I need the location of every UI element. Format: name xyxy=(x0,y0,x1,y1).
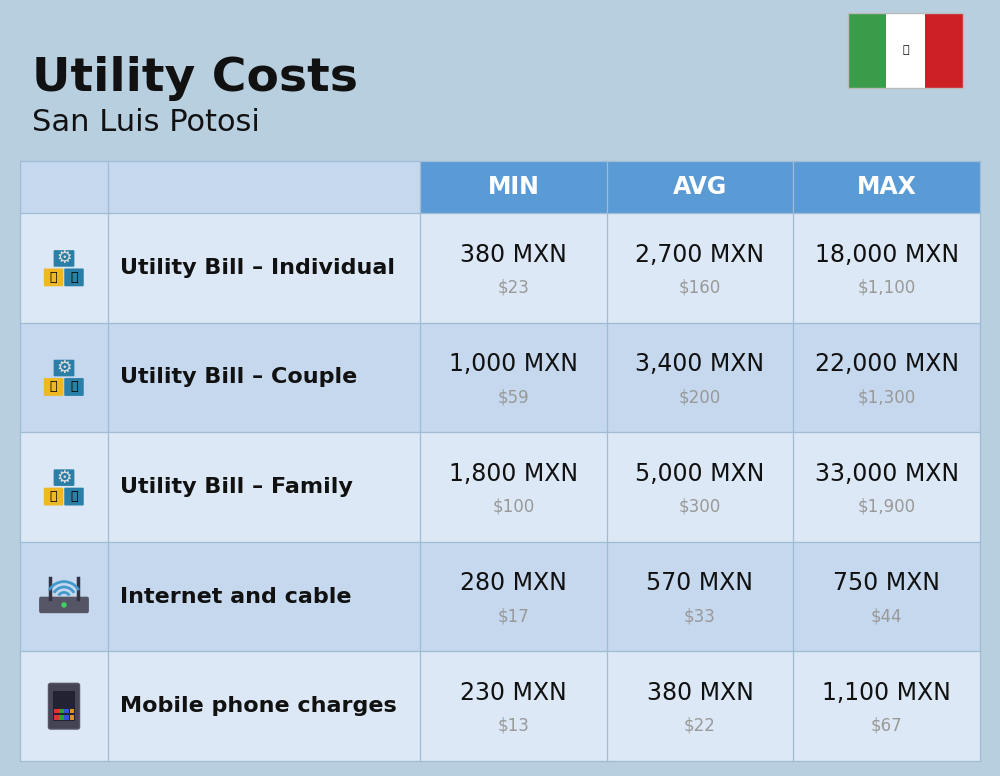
Text: 380 MXN: 380 MXN xyxy=(647,681,753,705)
Text: $59: $59 xyxy=(498,388,529,406)
FancyBboxPatch shape xyxy=(54,360,74,376)
Text: 🔌: 🔌 xyxy=(50,490,57,503)
Text: $13: $13 xyxy=(497,717,529,735)
Text: $23: $23 xyxy=(497,279,529,296)
Text: MAX: MAX xyxy=(857,175,917,199)
Text: ⚙: ⚙ xyxy=(56,469,72,487)
Bar xyxy=(20,542,980,651)
Text: $67: $67 xyxy=(871,717,902,735)
Text: $200: $200 xyxy=(679,388,721,406)
Bar xyxy=(20,213,980,323)
Bar xyxy=(59,715,64,719)
Text: AVG: AVG xyxy=(673,175,727,199)
Bar xyxy=(20,651,980,761)
Bar xyxy=(70,715,74,719)
Bar xyxy=(420,161,980,213)
FancyBboxPatch shape xyxy=(44,487,63,505)
Bar xyxy=(20,432,980,542)
FancyBboxPatch shape xyxy=(44,378,63,396)
Text: 750 MXN: 750 MXN xyxy=(833,571,940,595)
FancyBboxPatch shape xyxy=(48,684,80,729)
Bar xyxy=(925,13,963,88)
Text: 3,400 MXN: 3,400 MXN xyxy=(635,352,765,376)
Bar xyxy=(54,715,59,719)
Text: Utility Bill – Individual: Utility Bill – Individual xyxy=(120,258,395,278)
Bar xyxy=(20,161,420,213)
Bar xyxy=(20,323,980,432)
Text: 33,000 MXN: 33,000 MXN xyxy=(815,462,959,486)
Text: 230 MXN: 230 MXN xyxy=(460,681,567,705)
Text: ⚙: ⚙ xyxy=(56,249,72,268)
Text: 💧: 💧 xyxy=(70,380,78,393)
Text: $22: $22 xyxy=(684,717,716,735)
Text: $33: $33 xyxy=(684,608,716,625)
FancyBboxPatch shape xyxy=(54,469,74,486)
Text: 💧: 💧 xyxy=(70,271,78,284)
Text: $100: $100 xyxy=(492,497,534,516)
FancyBboxPatch shape xyxy=(54,250,74,267)
Bar xyxy=(848,13,963,88)
Text: Utility Costs: Utility Costs xyxy=(32,56,358,101)
Text: 2,700 MXN: 2,700 MXN xyxy=(635,243,765,267)
Text: $1,100: $1,100 xyxy=(858,279,916,296)
Text: 280 MXN: 280 MXN xyxy=(460,571,567,595)
Text: San Luis Potosi: San Luis Potosi xyxy=(32,108,260,137)
Text: $160: $160 xyxy=(679,279,721,296)
Text: Utility Bill – Couple: Utility Bill – Couple xyxy=(120,367,357,387)
FancyBboxPatch shape xyxy=(39,597,89,613)
Text: 22,000 MXN: 22,000 MXN xyxy=(815,352,959,376)
Circle shape xyxy=(62,603,66,607)
Text: 🦅: 🦅 xyxy=(902,46,909,56)
Bar xyxy=(848,13,886,88)
Text: 1,800 MXN: 1,800 MXN xyxy=(449,462,578,486)
Text: 1,100 MXN: 1,100 MXN xyxy=(822,681,951,705)
Bar xyxy=(70,708,74,713)
Text: Mobile phone charges: Mobile phone charges xyxy=(120,696,397,716)
Text: Internet and cable: Internet and cable xyxy=(120,587,352,607)
Text: 💧: 💧 xyxy=(70,490,78,503)
FancyBboxPatch shape xyxy=(64,378,84,396)
Text: MIN: MIN xyxy=(487,175,539,199)
Text: $1,900: $1,900 xyxy=(858,497,916,516)
Bar xyxy=(54,708,59,713)
Text: $44: $44 xyxy=(871,608,902,625)
Text: $300: $300 xyxy=(679,497,721,516)
Text: 1,000 MXN: 1,000 MXN xyxy=(449,352,578,376)
Text: 380 MXN: 380 MXN xyxy=(460,243,567,267)
Bar xyxy=(64,715,69,719)
Text: 🔌: 🔌 xyxy=(50,271,57,284)
Text: 5,000 MXN: 5,000 MXN xyxy=(635,462,765,486)
FancyBboxPatch shape xyxy=(64,487,84,505)
Text: ⚙: ⚙ xyxy=(56,359,72,377)
Text: 🔌: 🔌 xyxy=(50,380,57,393)
Text: 570 MXN: 570 MXN xyxy=(646,571,754,595)
Bar xyxy=(64,708,69,713)
FancyBboxPatch shape xyxy=(44,268,63,286)
Text: $1,300: $1,300 xyxy=(858,388,916,406)
Bar xyxy=(53,691,75,721)
Text: 18,000 MXN: 18,000 MXN xyxy=(815,243,959,267)
Text: $17: $17 xyxy=(497,608,529,625)
Text: Utility Bill – Family: Utility Bill – Family xyxy=(120,477,353,497)
Bar xyxy=(59,708,64,713)
FancyBboxPatch shape xyxy=(64,268,84,286)
Bar xyxy=(886,13,925,88)
